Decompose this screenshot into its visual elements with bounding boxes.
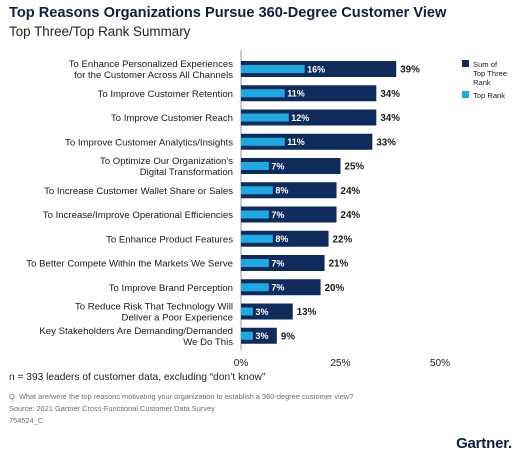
category-label: To Better Compete Within the Markets We … xyxy=(26,259,233,270)
category-label: To Increase/Improve Operational Efficien… xyxy=(43,210,233,221)
data-label-top-three: 39% xyxy=(400,65,420,76)
category-label: To Enhance Personalized Experiences xyxy=(69,59,233,70)
bar-top-rank xyxy=(241,234,273,243)
data-label-top-rank: 7% xyxy=(271,210,284,220)
category-label: Key Stakeholders Are Demanding/Demanded xyxy=(39,326,233,337)
data-label-top-three: 13% xyxy=(297,307,317,318)
category-label: To Improve Customer Analytics/Insights xyxy=(65,137,233,148)
data-label-top-three: 24% xyxy=(341,186,361,197)
x-tick-label: 25% xyxy=(330,358,350,369)
chart-subtitle: Top Three/Top Rank Summary xyxy=(9,24,191,39)
category-label: Digital Transformation xyxy=(140,167,233,178)
data-label-top-three: 9% xyxy=(281,331,295,342)
category-label: To Improve Brand Perception xyxy=(109,283,233,294)
data-label-top-three: 34% xyxy=(380,113,400,124)
document-code: 754524_C xyxy=(9,416,44,425)
legend-swatch-top-rank xyxy=(462,91,469,98)
legend-label-top-three: Top Three xyxy=(473,69,507,78)
bar-top-rank xyxy=(241,162,269,170)
data-label-top-three: 22% xyxy=(333,234,353,245)
category-label: To Improve Customer Reach xyxy=(111,113,233,124)
data-label-top-rank: 8% xyxy=(275,234,288,244)
bar-top-rank xyxy=(241,186,273,195)
bar-top-rank xyxy=(241,137,285,146)
data-label-top-rank: 7% xyxy=(271,161,284,171)
data-label-top-rank: 3% xyxy=(255,307,268,317)
bar-top-rank xyxy=(241,89,285,98)
chart-title: Top Reasons Organizations Pursue 360-Deg… xyxy=(9,5,447,21)
data-label-top-rank: 12% xyxy=(291,113,309,123)
legend-label-top-three: Rank xyxy=(473,78,491,87)
data-label-top-three: 24% xyxy=(341,210,361,221)
data-label-top-rank: 8% xyxy=(275,186,288,196)
sample-note: n = 393 leaders of customer data, exclud… xyxy=(9,372,266,383)
data-label-top-rank: 11% xyxy=(287,137,305,147)
category-label: To Increase Customer Wallet Share or Sal… xyxy=(44,186,233,197)
data-label-top-rank: 7% xyxy=(271,258,284,268)
data-label-top-rank: 7% xyxy=(271,283,284,293)
data-label-top-rank: 3% xyxy=(255,331,268,341)
gartner-logo: Gartner. xyxy=(456,435,512,452)
legend-label-top-rank: Top Rank xyxy=(473,91,505,100)
bar-top-rank xyxy=(241,65,305,73)
bar-top-three xyxy=(241,303,293,320)
data-label-top-rank: 11% xyxy=(287,89,305,99)
category-label: for the Customer Across All Channels xyxy=(74,70,233,81)
category-label: To Enhance Product Features xyxy=(106,234,233,245)
category-label: To Optimize Our Organization's xyxy=(100,156,233,167)
x-tick-label: 0% xyxy=(234,358,249,369)
data-label-top-three: 20% xyxy=(325,283,345,294)
bar-top-rank xyxy=(241,331,253,340)
category-label: To Improve Customer Retention xyxy=(98,89,233,100)
data-label-top-three: 25% xyxy=(345,162,365,173)
bar-top-rank xyxy=(241,307,253,316)
data-label-top-three: 33% xyxy=(376,137,396,148)
source-line: Source: 2021 Gartner Cross-Functional Cu… xyxy=(9,404,215,413)
bar-top-rank xyxy=(241,283,269,292)
category-label: To Reduce Risk That Technology Will xyxy=(75,302,233,313)
data-label-top-three: 21% xyxy=(329,259,349,270)
category-label: Deliver a Poor Experience xyxy=(122,313,233,324)
category-label: We Do This xyxy=(183,337,233,348)
legend-swatch-top-three xyxy=(462,60,469,67)
data-label-top-three: 34% xyxy=(380,89,400,100)
legend-label-top-three: Sum of xyxy=(473,60,498,69)
survey-question: Q. What are/were the top reasons motivat… xyxy=(9,392,354,401)
bar-top-rank xyxy=(241,210,269,219)
bar-top-rank xyxy=(241,259,269,267)
x-tick-label: 50% xyxy=(430,358,450,369)
bar-top-rank xyxy=(241,113,289,122)
data-label-top-rank: 16% xyxy=(307,64,325,74)
